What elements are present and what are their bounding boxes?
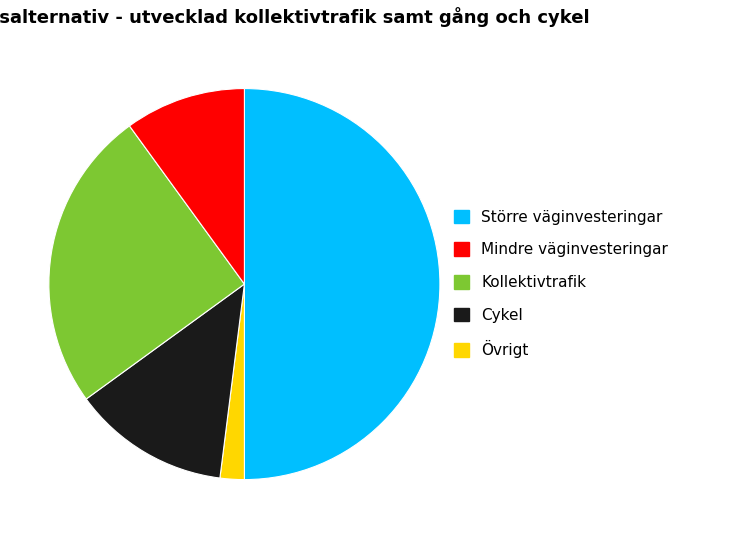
Wedge shape xyxy=(49,126,244,399)
Wedge shape xyxy=(244,89,440,480)
Wedge shape xyxy=(220,284,244,480)
Wedge shape xyxy=(86,284,244,478)
Title: Inriktningsalternativ - utvecklad kollektivtrafik samt gång och cykel: Inriktningsalternativ - utvecklad kollek… xyxy=(0,7,590,27)
Legend: Större väginvesteringar, Mindre väginvesteringar, Kollektivtrafik, Cykel, Övrigt: Större väginvesteringar, Mindre väginves… xyxy=(447,204,674,364)
Wedge shape xyxy=(129,89,244,284)
